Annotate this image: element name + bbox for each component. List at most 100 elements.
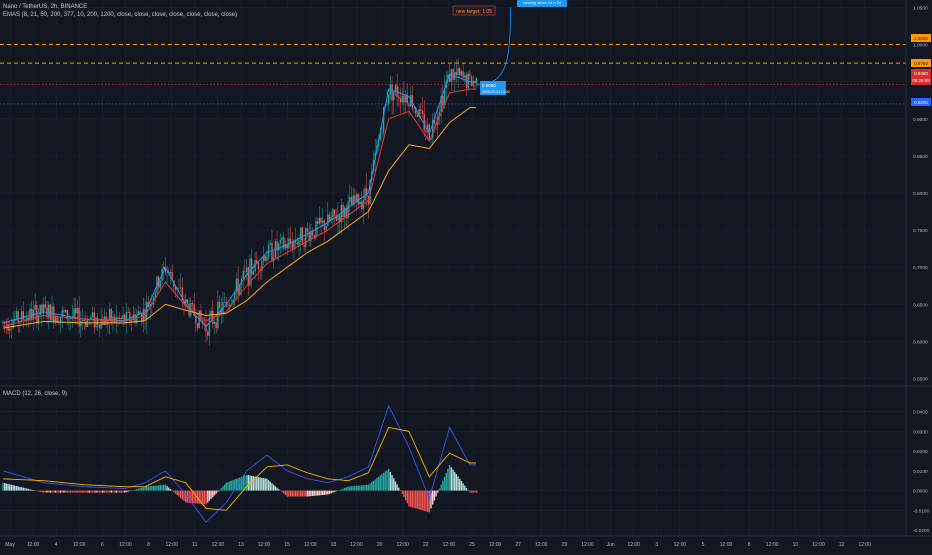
macd-hist-bar bbox=[195, 491, 196, 504]
macd-hist-bar bbox=[149, 486, 150, 490]
macd-hist-bar bbox=[449, 465, 450, 491]
symbol-legend[interactable]: Nano / TetherUS, 2h, BINANCE bbox=[3, 3, 87, 11]
macd-hist-bar bbox=[425, 491, 426, 512]
macd-hist-bar bbox=[415, 491, 416, 509]
time-tick-label: 29 bbox=[562, 542, 568, 548]
time-tick-label: 12:00 bbox=[489, 542, 502, 548]
macd-hist-bar bbox=[388, 469, 389, 491]
time-tick-label: 12 bbox=[839, 542, 845, 548]
macd-hist-bar bbox=[80, 491, 81, 493]
macd-hist-bar bbox=[232, 480, 233, 491]
macd-hist-bar bbox=[424, 491, 425, 511]
macd-hist-bar bbox=[354, 486, 355, 491]
macd-hist-bar bbox=[163, 485, 164, 491]
candle-body bbox=[358, 194, 359, 205]
macd-hist-bar bbox=[342, 489, 343, 491]
macd-hist-bar bbox=[99, 491, 100, 493]
badge-target-text: 1.0000 bbox=[914, 36, 928, 41]
candle-body bbox=[155, 293, 156, 297]
candle-body bbox=[31, 309, 32, 320]
macd-hist-bar bbox=[368, 485, 369, 491]
macd-hist-bar bbox=[324, 491, 325, 495]
macd-hist-bar bbox=[307, 491, 308, 497]
price-tick-label: 0.6500 bbox=[913, 302, 928, 308]
candle-body bbox=[187, 300, 188, 304]
macd-hist-bar bbox=[366, 485, 367, 491]
macd-hist-bar bbox=[464, 486, 465, 491]
macd-hist-bar bbox=[231, 481, 232, 491]
price-tick-label: 0.7000 bbox=[913, 265, 928, 271]
candle-body bbox=[391, 84, 392, 100]
macd-hist-bar bbox=[405, 491, 406, 501]
macd-hist-bar bbox=[87, 491, 88, 493]
time-tick-label: 12:00 bbox=[304, 542, 317, 548]
macd-hist-bar bbox=[315, 491, 316, 496]
macd-hist-bar bbox=[134, 490, 135, 491]
candle-body bbox=[251, 258, 252, 274]
time-tick-label: 12:00 bbox=[396, 542, 409, 548]
macd-hist-bar bbox=[43, 491, 44, 493]
macd-legend[interactable]: MACD (12, 26, close, 9) bbox=[3, 390, 67, 398]
macd-tick-label: 0.0200 bbox=[913, 449, 928, 455]
macd-hist-bar bbox=[452, 470, 453, 491]
candle-body bbox=[466, 75, 467, 88]
macd-hist-bar bbox=[391, 475, 392, 490]
macd-hist-bar bbox=[155, 486, 156, 491]
candle-body bbox=[258, 263, 259, 270]
macd-hist-bar bbox=[63, 491, 64, 493]
candle-body bbox=[65, 310, 66, 312]
macd-hist-bar bbox=[102, 491, 103, 493]
candle-body bbox=[297, 243, 298, 245]
macd-hist-bar bbox=[305, 491, 306, 497]
macd-hist-bar bbox=[292, 491, 293, 497]
price-tick-label: 0.6000 bbox=[913, 339, 928, 345]
macd-hist-bar bbox=[444, 477, 445, 491]
macd-hist-bar bbox=[58, 491, 59, 493]
macd-hist-bar bbox=[446, 473, 447, 491]
macd-hist-bar bbox=[256, 477, 257, 491]
candle-body bbox=[109, 309, 110, 320]
macd-hist-bar bbox=[434, 491, 435, 501]
time-tick-label: 15 bbox=[284, 542, 290, 548]
candle-body bbox=[457, 68, 458, 75]
time-tick-label: 4 bbox=[55, 542, 58, 548]
macd-hist-bar bbox=[268, 480, 269, 490]
price-label-callout[interactable]: 0.9680 2020-05-24 14:00 bbox=[480, 81, 510, 95]
macd-hist-bar bbox=[439, 489, 440, 491]
candle-body bbox=[388, 94, 389, 104]
ema-legend[interactable]: EMAS (8, 21, 50, 200, 377, 10, 200, 1200… bbox=[3, 11, 237, 19]
candle-body bbox=[122, 315, 123, 319]
time-tick-label: 12:00 bbox=[627, 542, 640, 548]
candle-body bbox=[58, 323, 59, 324]
macd-hist-bar bbox=[273, 485, 274, 491]
macd-hist-bar bbox=[283, 491, 284, 494]
candle-body bbox=[80, 321, 81, 327]
candle-body bbox=[271, 243, 272, 261]
candle-body bbox=[246, 268, 247, 272]
candle-body bbox=[268, 244, 269, 257]
macd-hist-bar bbox=[352, 486, 353, 490]
macd-hist-bar bbox=[90, 491, 91, 493]
macd-hist-bar bbox=[188, 491, 189, 503]
badge-current-red: 0.9460 00:29:55 bbox=[911, 69, 931, 85]
macd-hist-bar bbox=[89, 491, 90, 493]
price-tick-label: 0.8500 bbox=[913, 154, 928, 160]
macd-hist-bar bbox=[6, 484, 7, 491]
macd-hist-bar bbox=[363, 485, 364, 490]
callout-top[interactable]: running since 24 h 2d bbox=[517, 0, 567, 7]
candle-body bbox=[92, 312, 93, 317]
macd-hist-bar bbox=[9, 484, 10, 490]
macd-hist-bar bbox=[222, 486, 223, 490]
macd-hist-bar bbox=[466, 488, 467, 491]
new-target-annotation[interactable]: new target: 1.05 bbox=[453, 6, 495, 15]
candle-body bbox=[200, 310, 201, 320]
candle-body bbox=[85, 321, 86, 327]
macd-hist-bar bbox=[236, 479, 237, 491]
candle-body bbox=[227, 306, 228, 307]
macd-hist-bar bbox=[204, 491, 205, 505]
macd-hist-bar bbox=[94, 491, 95, 493]
macd-hist-bar bbox=[45, 491, 46, 493]
macd-hist-bar bbox=[457, 476, 458, 490]
